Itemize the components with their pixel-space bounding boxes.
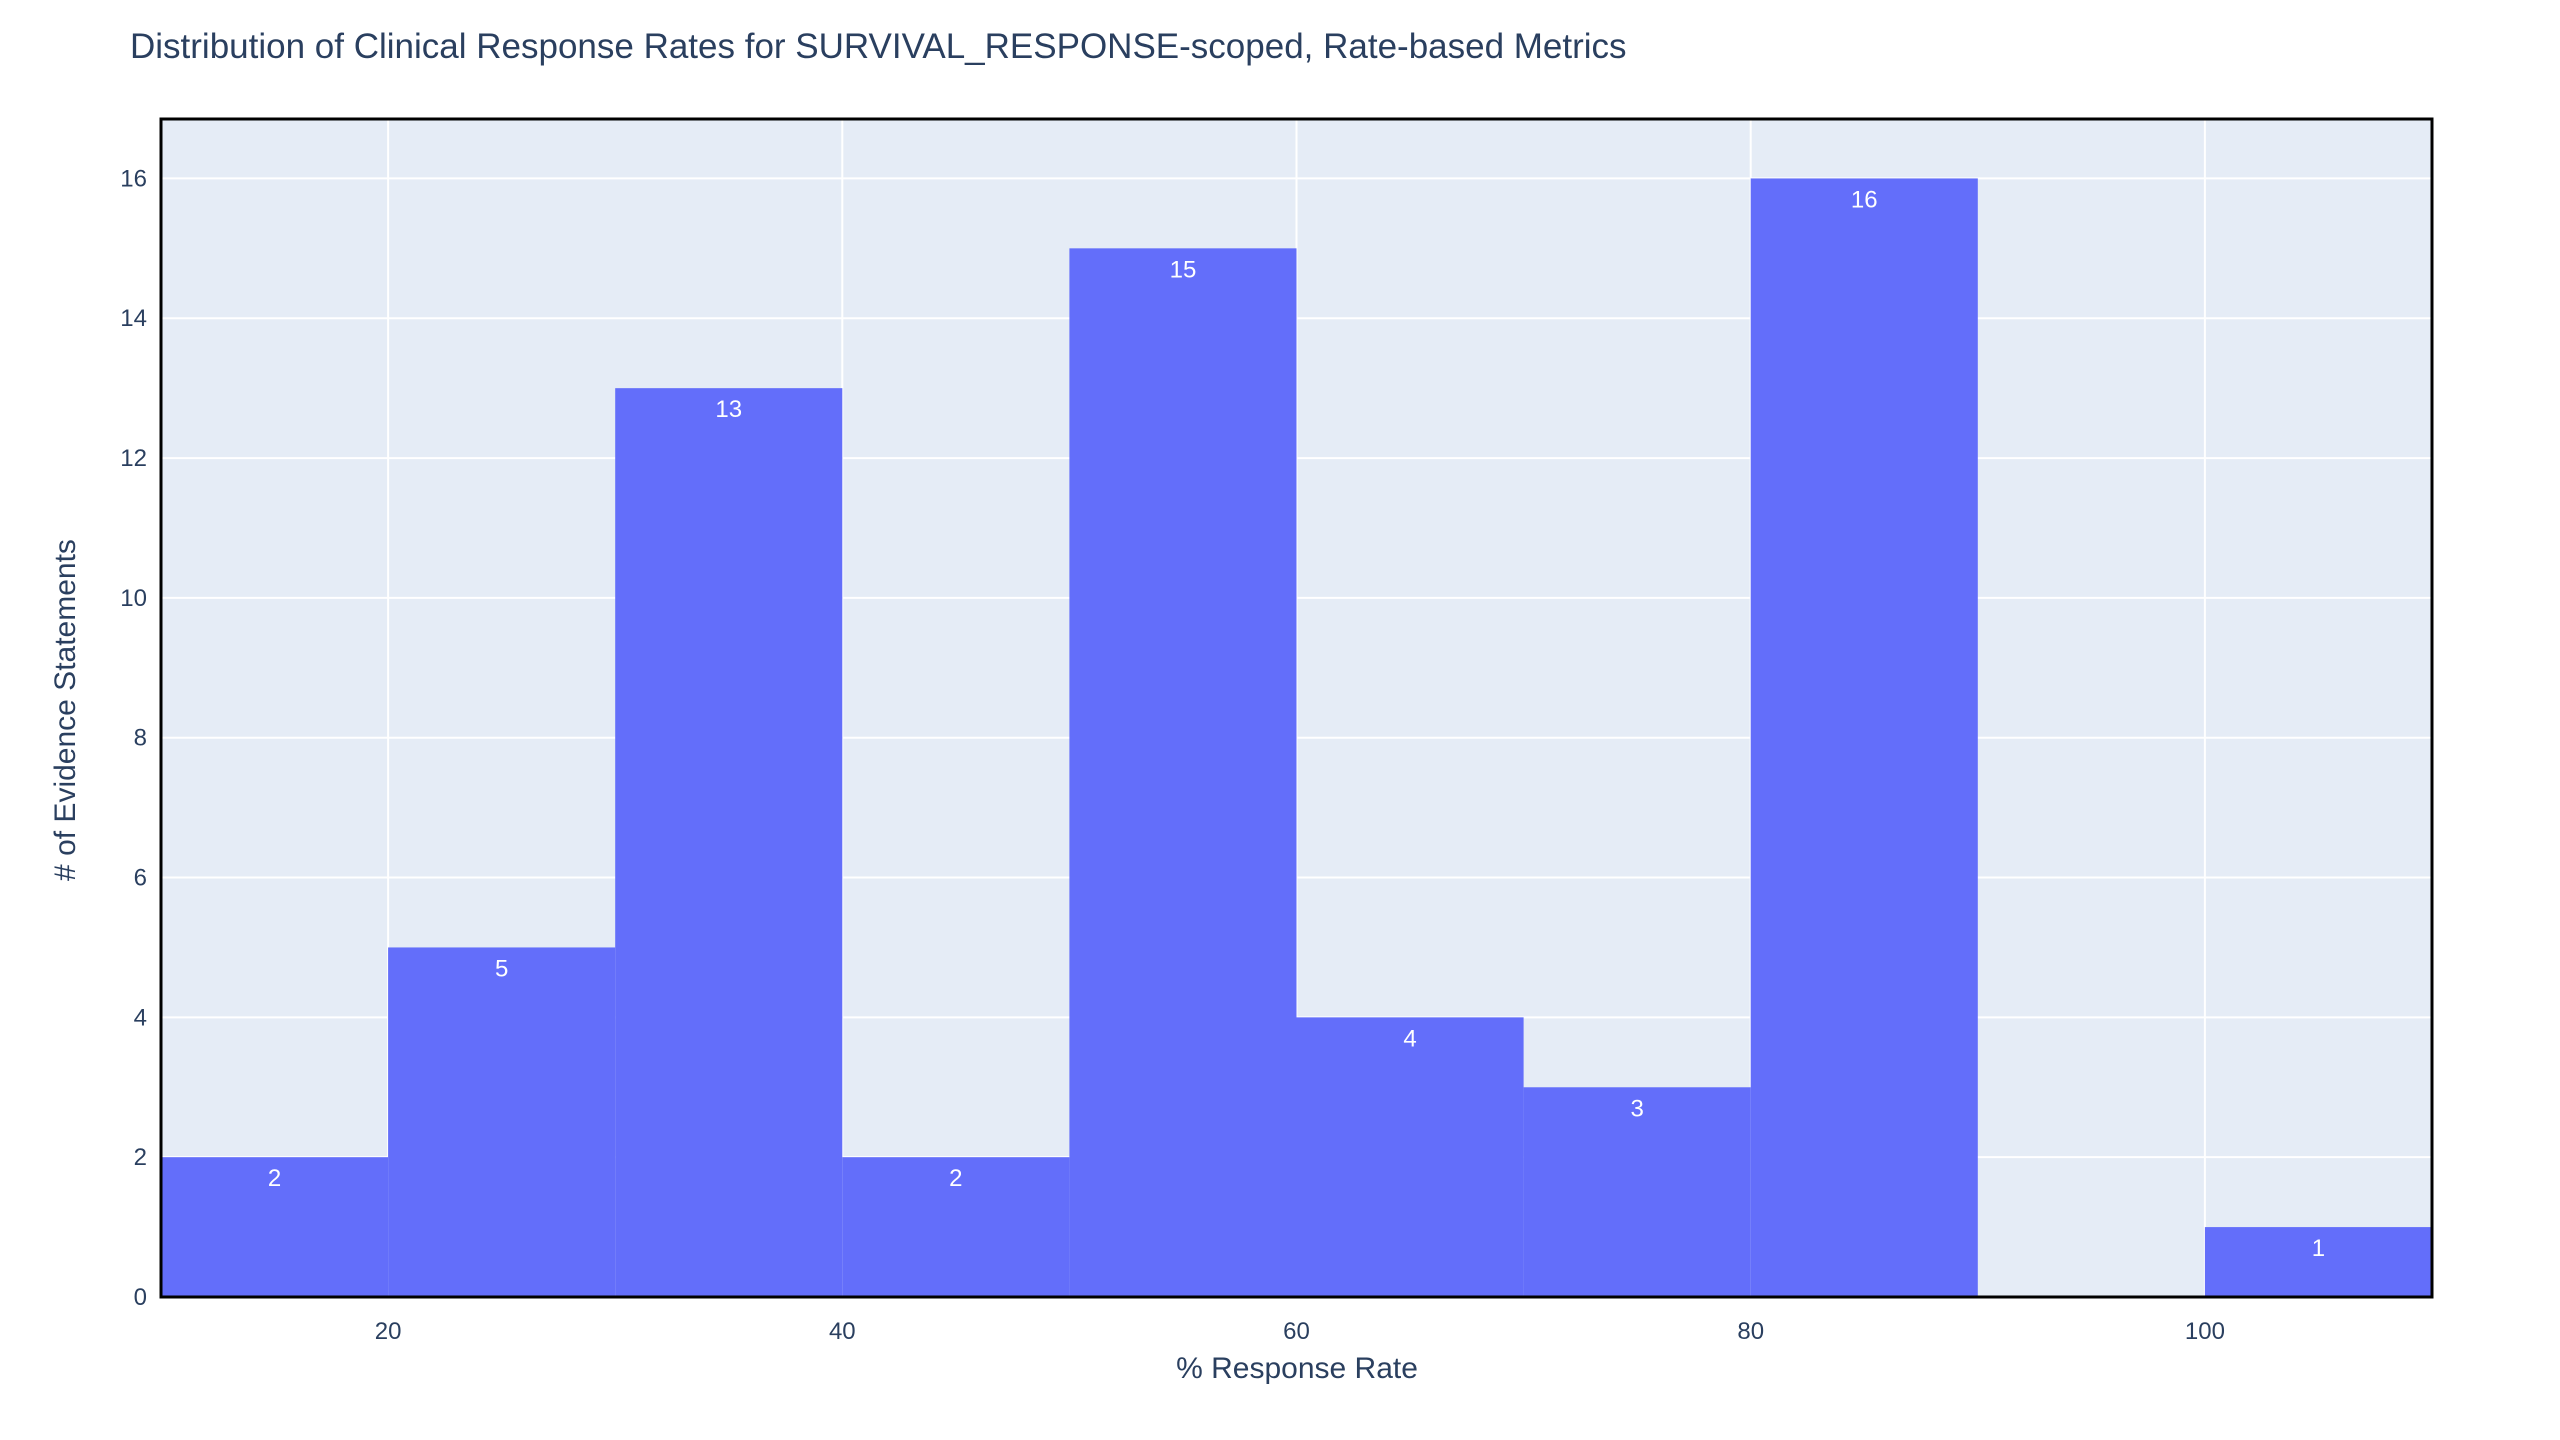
y-tick-label: 14 [120,305,147,332]
x-tick-label: 20 [375,1318,402,1345]
bar-value-label: 1 [2312,1235,2325,1262]
histogram-bar [842,1157,1070,1297]
bar-value-label: 4 [1403,1025,1416,1052]
x-tick-label: 60 [1283,1318,1310,1345]
histogram-bar [1750,178,1978,1298]
y-tick-label: 4 [134,1004,147,1031]
histogram-bar [1069,248,1297,1297]
histogram-bar [1296,1017,1524,1297]
y-axis-title: # of Evidence Statements [49,539,82,881]
x-tick-label: 100 [2185,1318,2225,1345]
y-tick-label: 8 [134,725,147,752]
chart-title: Distribution of Clinical Response Rates … [130,27,1627,66]
bar-value-label: 16 [1851,186,1878,213]
y-tick-label: 16 [120,165,147,192]
x-tick-label: 80 [1737,1318,1764,1345]
histogram-bar [2204,1227,2432,1297]
y-tick-label: 12 [120,445,147,472]
bar-value-label: 3 [1630,1095,1643,1122]
bar-value-label: 13 [715,396,742,423]
y-tick-label: 2 [134,1144,147,1171]
bar-value-label: 15 [1170,256,1197,283]
y-tick-label: 6 [134,865,147,892]
x-tick-label: 40 [829,1318,856,1345]
histogram-bar [388,947,616,1297]
bar-value-label: 2 [268,1165,281,1192]
bar-value-label: 5 [495,955,508,982]
histogram-bar [1523,1087,1751,1297]
bar-value-label: 2 [949,1165,962,1192]
plot-frame [159,117,2434,1299]
x-axis-title: % Response Rate [1176,1352,1418,1385]
y-tick-label: 10 [120,585,147,612]
histogram-bar [161,1157,389,1297]
histogram-bar [615,388,843,1298]
y-tick-label: 0 [134,1284,147,1311]
